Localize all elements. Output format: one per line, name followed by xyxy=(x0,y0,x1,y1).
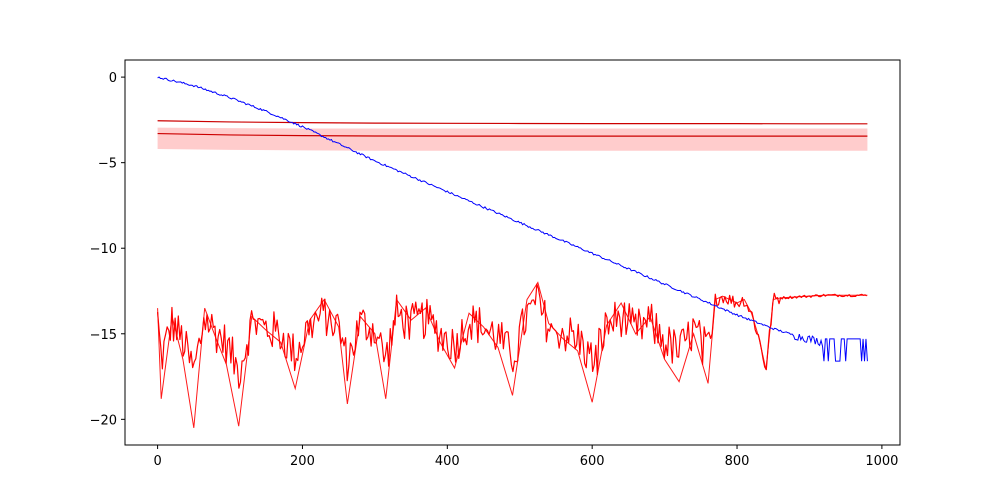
series-layer xyxy=(156,76,868,428)
y-tick-label: −15 xyxy=(90,328,117,343)
plot-frame xyxy=(124,59,901,446)
y-tick-label: −5 xyxy=(98,157,117,172)
blue-line xyxy=(157,76,868,362)
red-band-mid-line xyxy=(157,132,868,137)
red-noisy-line xyxy=(156,283,868,389)
x-tick-label: 400 xyxy=(435,454,460,469)
y-tick-label: −20 xyxy=(90,413,117,428)
x-tick-label: 1000 xyxy=(865,454,898,469)
red-noisy-spikes xyxy=(157,281,868,428)
y-tick-label: 0 xyxy=(109,71,117,86)
x-tick-label: 200 xyxy=(290,454,315,469)
x-tick-label: 800 xyxy=(725,454,750,469)
red-band-upper-line xyxy=(157,120,868,125)
x-tick-label: 600 xyxy=(580,454,605,469)
axis-layer: 0 200 400 600 800 1000 0 −5 −10 −15 −20 xyxy=(90,71,899,469)
red-band-fill xyxy=(157,127,868,151)
x-tick-label: 0 xyxy=(153,454,161,469)
y-tick-label: −10 xyxy=(90,242,117,257)
